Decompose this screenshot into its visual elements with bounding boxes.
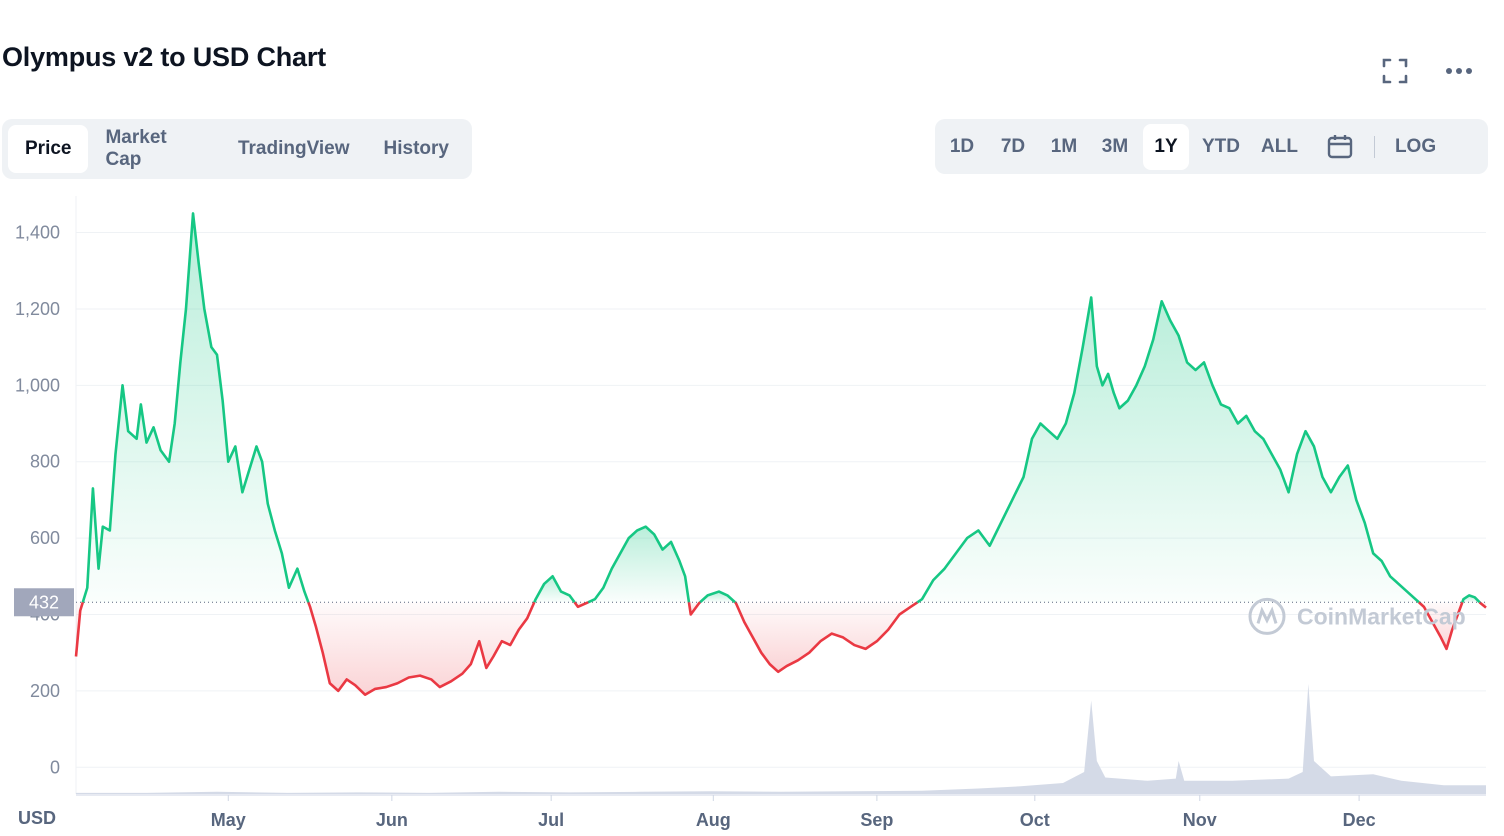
y-tick-label: 600	[30, 528, 60, 548]
fullscreen-icon[interactable]	[1380, 56, 1410, 86]
area-down	[308, 602, 535, 695]
price-area	[76, 213, 1486, 695]
line-down	[1478, 601, 1487, 609]
page-title: Olympus v2 to USD Chart	[2, 42, 326, 72]
coinmarketcap-logo-mark	[1256, 606, 1278, 624]
current-price-label: 432	[29, 592, 59, 612]
chart-type-tabs: Price Market Cap TradingView History	[2, 119, 472, 179]
tab-price[interactable]: Price	[8, 125, 89, 173]
coinmarketcap-logo-icon	[1248, 597, 1286, 635]
x-tick-label: Jun	[376, 810, 408, 830]
line-down	[687, 601, 701, 616]
more-options-icon[interactable]	[1444, 56, 1474, 86]
range-selector: 1D 7D 1M 3M 1Y YTD ALL LOG	[935, 119, 1488, 174]
y-tick-label: 1,400	[15, 223, 60, 243]
line-down	[74, 601, 85, 657]
area-up	[700, 591, 736, 603]
y-tick-label: 800	[30, 452, 60, 472]
area-up	[534, 576, 575, 603]
x-tick-label: Oct	[1020, 810, 1050, 830]
line-down	[573, 601, 589, 609]
y-tick-label: 0	[50, 757, 60, 777]
line-down	[307, 601, 536, 696]
volume-area	[76, 684, 1486, 794]
current-price-line: 432	[14, 588, 1486, 617]
x-tick-label: May	[211, 810, 246, 830]
watermark-text: CoinMarketCap	[1297, 603, 1466, 629]
line-down	[1418, 601, 1464, 651]
x-tick-label: Aug	[696, 810, 731, 830]
x-tick-label: Nov	[1183, 810, 1217, 830]
x-tick-label: Sep	[860, 810, 893, 830]
y-tick-label: 200	[30, 681, 60, 701]
watermark: CoinMarketCap	[1248, 597, 1466, 635]
area-up	[588, 526, 689, 603]
toolbar-divider	[1373, 135, 1375, 158]
range-ytd[interactable]: YTD	[1202, 135, 1240, 157]
range-all[interactable]: ALL	[1261, 135, 1298, 157]
volume-area	[76, 684, 1486, 794]
area-down	[1418, 602, 1463, 649]
currency-label: USD	[18, 808, 56, 828]
range-7d[interactable]: 7D	[1000, 135, 1026, 157]
area-up	[917, 297, 1419, 603]
area-down	[76, 602, 83, 657]
price-line	[74, 212, 1487, 696]
y-tick-label: 1,000	[15, 375, 60, 395]
y-tick-label: 1,200	[15, 299, 60, 319]
tab-tradingview[interactable]: TradingView	[237, 138, 350, 159]
x-tick-label: Jul	[538, 810, 564, 830]
range-3m[interactable]: 3M	[1101, 135, 1129, 157]
current-price-badge	[14, 588, 74, 617]
chart-toolbar-icons	[1380, 56, 1474, 86]
line-up	[916, 296, 1420, 604]
range-1y[interactable]: 1Y	[1143, 123, 1189, 170]
line-down	[734, 601, 919, 674]
line-up	[587, 525, 691, 604]
range-1m[interactable]: 1M	[1050, 135, 1078, 157]
line-up	[81, 212, 310, 603]
x-axis: USD May Jun Jul Aug Sep Oct Nov Dec	[18, 794, 1486, 830]
tab-history[interactable]: History	[383, 138, 449, 159]
calendar-icon[interactable]	[1317, 124, 1363, 170]
line-up	[533, 574, 576, 604]
log-scale-toggle[interactable]: LOG	[1394, 135, 1437, 157]
line-up	[1461, 594, 1481, 604]
tab-market-cap[interactable]: Market Cap	[105, 127, 167, 170]
area-up	[82, 213, 309, 603]
line-up	[699, 590, 736, 604]
x-tick-label: Dec	[1343, 810, 1376, 830]
range-1d[interactable]: 1D	[949, 135, 975, 157]
